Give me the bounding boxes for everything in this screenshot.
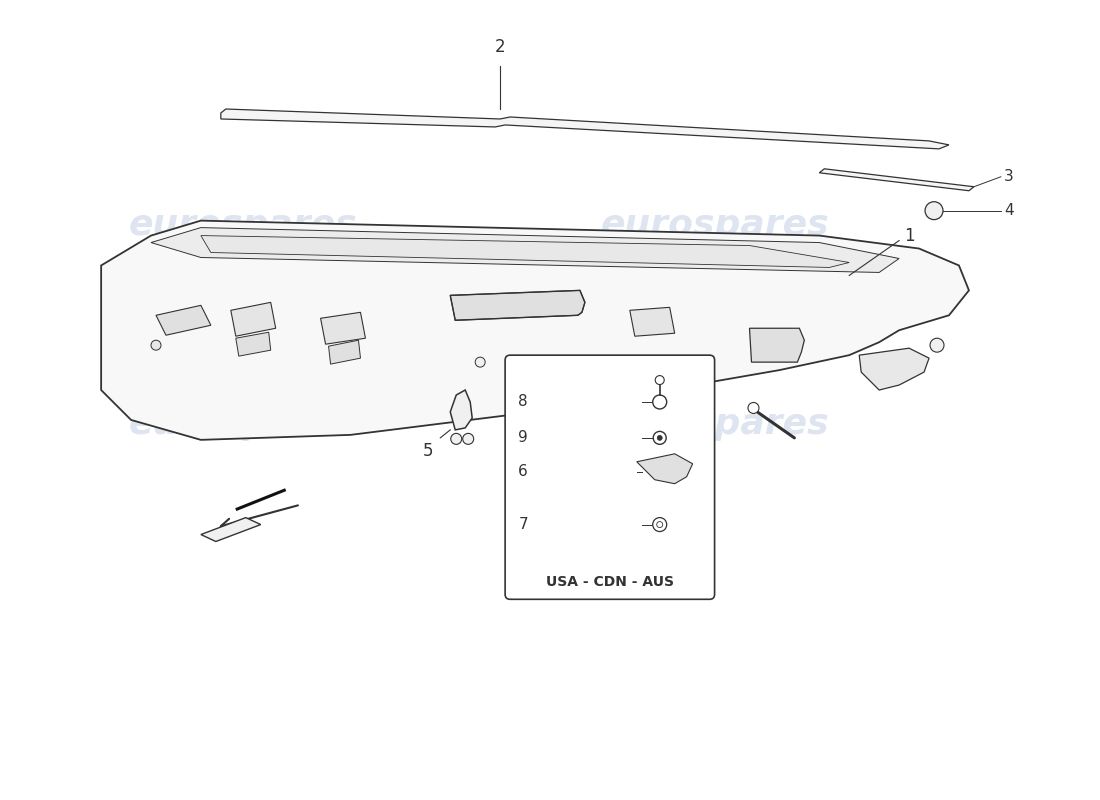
Circle shape — [463, 434, 474, 444]
Polygon shape — [235, 332, 271, 356]
Polygon shape — [450, 390, 472, 430]
Polygon shape — [450, 290, 585, 320]
Circle shape — [925, 202, 943, 220]
Text: eurospares: eurospares — [129, 208, 358, 242]
Text: 2: 2 — [495, 38, 505, 56]
Text: 3: 3 — [1004, 170, 1013, 184]
Circle shape — [656, 375, 664, 385]
Polygon shape — [151, 228, 899, 273]
Text: 6: 6 — [518, 464, 528, 479]
Circle shape — [657, 435, 662, 440]
Circle shape — [652, 395, 667, 409]
Circle shape — [657, 522, 662, 527]
Text: 9: 9 — [518, 430, 528, 446]
Polygon shape — [749, 328, 804, 362]
Text: eurospares: eurospares — [601, 208, 829, 242]
Polygon shape — [820, 169, 974, 190]
Polygon shape — [201, 235, 849, 267]
Polygon shape — [320, 312, 365, 344]
Polygon shape — [101, 221, 969, 440]
Polygon shape — [329, 340, 361, 364]
Polygon shape — [630, 307, 674, 336]
FancyBboxPatch shape — [505, 355, 715, 599]
Circle shape — [930, 338, 944, 352]
Text: eurospares: eurospares — [601, 407, 829, 441]
Polygon shape — [231, 302, 276, 336]
Polygon shape — [637, 454, 693, 484]
Text: eurospares: eurospares — [129, 407, 358, 441]
Text: 1: 1 — [904, 226, 915, 245]
Polygon shape — [221, 109, 949, 149]
Circle shape — [748, 402, 759, 414]
Text: 8: 8 — [518, 394, 528, 410]
Circle shape — [151, 340, 161, 350]
Polygon shape — [156, 306, 211, 335]
Text: 4: 4 — [1004, 203, 1013, 218]
Text: 5: 5 — [424, 442, 433, 460]
Circle shape — [451, 434, 462, 444]
Text: 7: 7 — [518, 517, 528, 532]
Circle shape — [653, 431, 667, 444]
Circle shape — [475, 357, 485, 367]
Text: USA - CDN - AUS: USA - CDN - AUS — [546, 575, 674, 590]
Polygon shape — [859, 348, 930, 390]
Polygon shape — [201, 518, 261, 542]
Circle shape — [652, 518, 667, 531]
